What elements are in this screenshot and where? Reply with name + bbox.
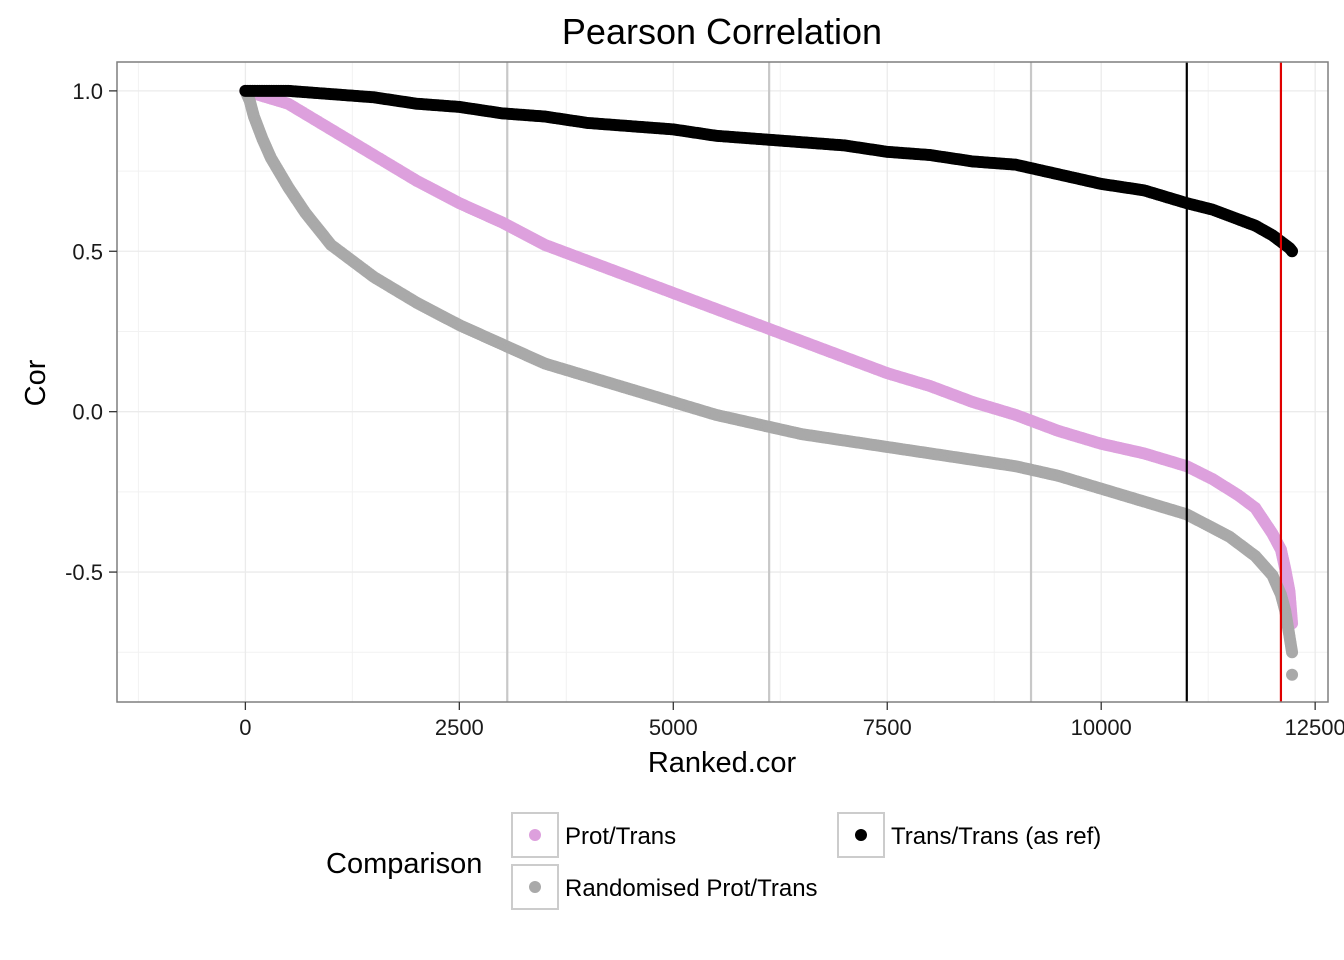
legend-label-prot-trans: Prot/Trans <box>565 823 676 850</box>
legend: Comparison Prot/Trans Randomised Prot/Tr… <box>326 812 1101 910</box>
x-tick-label: 0 <box>239 715 251 740</box>
y-axis-ticks: -0.5 0.0 0.5 1.0 <box>65 79 117 585</box>
y-tick-label: 0.5 <box>72 239 103 264</box>
legend-symbol-trans-trans <box>855 829 867 841</box>
data-points <box>239 62 1299 702</box>
x-axis-ticks: 0 2500 5000 7500 10000 12500 <box>239 702 1344 740</box>
y-axis-title: Cor <box>20 359 52 406</box>
legend-label-randomised-prot-trans: Randomised Prot/Trans <box>565 875 818 902</box>
minor-grid <box>117 62 1328 702</box>
x-tick-label: 5000 <box>649 715 698 740</box>
legend-item-trans-trans: Trans/Trans (as ref) <box>837 812 1101 858</box>
y-tick-label: 1.0 <box>72 79 103 104</box>
series-prot-trans <box>239 84 1299 630</box>
x-tick-label: 12500 <box>1285 715 1344 740</box>
data-point <box>1286 646 1299 659</box>
x-tick-label: 2500 <box>435 715 484 740</box>
data-point <box>1286 668 1299 681</box>
y-tick-label: -0.5 <box>65 560 103 585</box>
legend-item-prot-trans: Prot/Trans <box>511 812 676 858</box>
series-randomised-prot-trans <box>239 84 1299 659</box>
x-tick-label: 10000 <box>1071 715 1132 740</box>
data-point <box>1286 245 1299 258</box>
chart-title: Pearson Correlation <box>562 11 882 52</box>
legend-title: Comparison <box>326 848 482 880</box>
legend-symbol-prot-trans <box>529 829 541 841</box>
plot-border <box>116 61 1329 703</box>
legend-item-randomised-prot-trans: Randomised Prot/Trans <box>511 864 818 910</box>
plot-frame <box>116 61 1329 703</box>
series-trans-trans-as-ref- <box>239 84 1299 258</box>
plot-area <box>117 62 1328 702</box>
x-axis-title: Ranked.cor <box>648 747 797 779</box>
legend-label-trans-trans: Trans/Trans (as ref) <box>891 823 1101 850</box>
plot-background <box>117 62 1328 702</box>
y-tick-label: 0.0 <box>72 400 103 425</box>
x-tick-label: 7500 <box>863 715 912 740</box>
legend-symbol-randomised-prot-trans <box>529 881 541 893</box>
